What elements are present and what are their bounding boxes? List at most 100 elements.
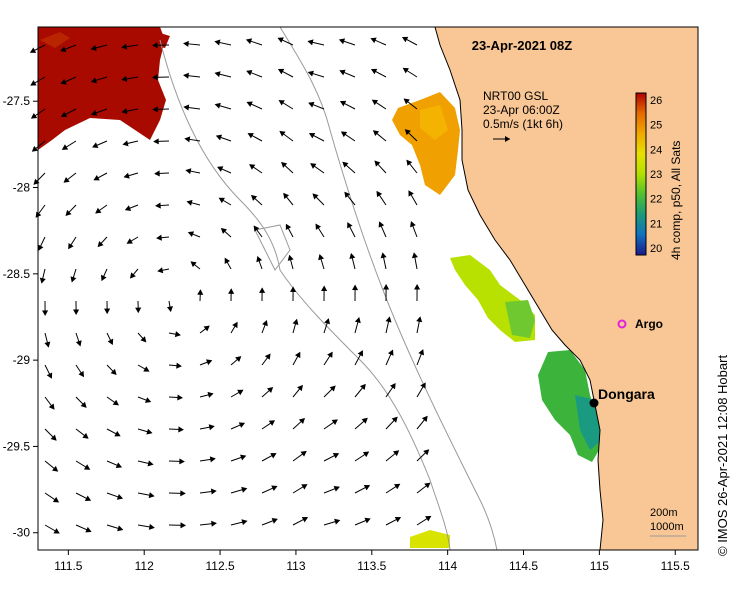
current-arrowhead (278, 100, 285, 106)
current-arrowhead (418, 349, 425, 356)
current-arrowhead (60, 46, 67, 53)
current-arrowhead (197, 289, 204, 295)
current-arrowhead (362, 451, 370, 458)
current-arrowhead (308, 132, 316, 139)
current-time: 23-Apr 06:00Z (483, 103, 560, 117)
current-arrowhead (206, 359, 213, 366)
current-arrowhead (329, 385, 336, 392)
current-arrowhead (121, 108, 128, 115)
current-arrowhead (266, 387, 274, 393)
current-arrowhead (387, 349, 394, 356)
current-arrowhead (237, 389, 244, 396)
current-arrowhead (218, 197, 225, 204)
current-arrowhead (30, 80, 37, 86)
current-arrowhead (333, 485, 340, 492)
current-arrowhead (308, 101, 315, 108)
current-arrowhead (247, 133, 254, 139)
current-arrowhead (90, 45, 97, 51)
current-arrowhead (70, 276, 77, 283)
current-arrowhead (166, 306, 173, 313)
current-arrowhead (185, 168, 192, 175)
current-arrowhead (262, 320, 268, 327)
current-arrowhead (124, 205, 132, 211)
current-arrowhead (209, 456, 216, 463)
current-arrowhead (374, 160, 381, 167)
current-arrowhead (180, 490, 186, 497)
current-arrowhead (68, 243, 74, 250)
current-arrowhead (376, 190, 383, 198)
current-arrowhead (29, 47, 37, 53)
sst-patch-bottom (410, 530, 450, 548)
scale-arrow (493, 136, 510, 142)
current-arrowhead (371, 99, 379, 106)
current-arrowhead (420, 382, 426, 389)
current-arrowhead (203, 325, 210, 332)
current-arrowhead (312, 193, 319, 200)
current-arrowhead (211, 520, 217, 527)
current-arrowhead (324, 318, 330, 325)
timestamp-label: 23-Apr-2021 08Z (472, 38, 572, 53)
current-arrowhead (285, 223, 292, 231)
current-arrowhead (228, 288, 235, 294)
current-arrowhead (156, 234, 162, 241)
current-arrowhead (264, 353, 271, 360)
current-arrowhead (408, 190, 414, 197)
colorbar-tick-label: 24 (650, 144, 662, 156)
current-arrowhead (310, 163, 317, 169)
y-tick-label: -29 (13, 353, 31, 367)
current-arrowhead (271, 485, 278, 492)
current-arrowhead (176, 362, 182, 369)
current-arrowhead (281, 161, 288, 168)
current-arrowhead (421, 415, 428, 422)
current-arrowhead (117, 525, 124, 532)
bathymetry-contours (159, 26, 498, 551)
current-arrowhead (235, 356, 242, 363)
current-arrowhead (301, 516, 309, 523)
current-arrowhead (390, 382, 396, 390)
current-arrowhead (363, 484, 371, 491)
x-tick-label: 114 (438, 559, 457, 573)
current-arrowhead (78, 370, 85, 378)
current-arrowhead (361, 417, 368, 424)
current-arrowhead (393, 483, 401, 490)
current-arrowhead (238, 422, 246, 428)
dongara-marker (589, 398, 599, 408)
current-arrowhead (354, 316, 361, 324)
current-arrowhead (406, 159, 413, 166)
current-arrowhead (370, 37, 377, 44)
current-arrowhead (410, 221, 416, 228)
current-arrowhead (92, 142, 99, 149)
current-arrowhead (50, 434, 57, 441)
current-arrowhead (331, 419, 338, 425)
current-arrowhead (146, 428, 153, 435)
current-arrowhead (279, 130, 286, 137)
current-arrowhead (147, 460, 154, 467)
current-arrowhead (380, 252, 387, 259)
current-arrowhead (214, 71, 221, 78)
current-arrowhead (183, 72, 189, 79)
current-arrowhead (347, 222, 353, 229)
current-arrowhead (190, 261, 197, 268)
current-arrowhead (370, 68, 378, 75)
current-arrowhead (292, 318, 299, 325)
current-arrowhead (42, 310, 49, 316)
current-arrowhead (44, 341, 51, 348)
sst-patches (38, 27, 602, 548)
current-arrowhead (33, 178, 40, 185)
current-arrowhead (277, 37, 284, 43)
current-arrowhead (217, 166, 224, 172)
current-arrowhead (60, 111, 68, 117)
current-arrowhead (315, 223, 322, 230)
colorbar-label: 4h comp, p50, All Sats (669, 141, 683, 260)
current-arrowhead (240, 454, 247, 461)
current-arrowhead (338, 38, 346, 45)
current-arrowhead (332, 453, 340, 459)
current-arrowhead (157, 267, 164, 274)
current-arrowhead (82, 432, 89, 439)
current-arrowhead (290, 286, 297, 292)
current-arrowhead (401, 36, 409, 43)
colorbar-tick-label: 20 (650, 243, 662, 255)
current-arrowhead (84, 495, 92, 501)
current-arrowhead (178, 426, 184, 433)
current-arrowhead (391, 416, 398, 423)
